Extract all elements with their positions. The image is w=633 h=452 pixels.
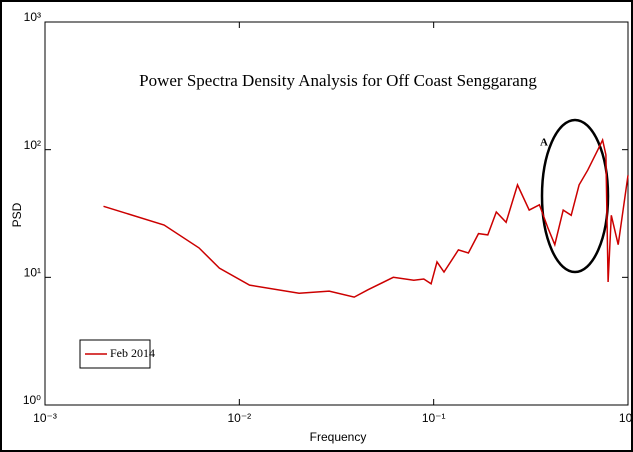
x-tick-label: 10⁻² — [227, 411, 251, 425]
data-line — [103, 137, 629, 298]
y-tick-label: 10⁰ — [23, 393, 41, 407]
x-axis-label: Frequency — [310, 430, 367, 444]
x-tick-label: 10⁰ — [619, 411, 633, 425]
legend-label: Feb 2014 — [110, 346, 155, 360]
y-tick-label: 10³ — [24, 10, 41, 24]
x-tick-label: 10⁻¹ — [422, 411, 446, 425]
x-tick-label: 10⁻³ — [33, 411, 57, 425]
plot-frame — [44, 21, 629, 406]
y-axis-label: PSD — [10, 202, 24, 227]
highlight-ellipse — [540, 118, 610, 274]
chart-title: Power Spectra Density Analysis for Off C… — [139, 71, 537, 90]
y-tick-label: 10² — [24, 138, 41, 152]
annotation: A — [540, 137, 548, 149]
y-tick-label: 10¹ — [24, 266, 41, 280]
